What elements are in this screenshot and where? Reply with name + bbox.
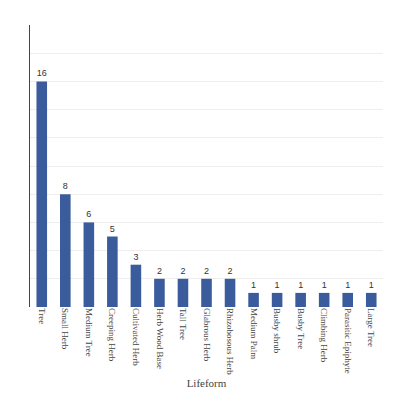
svg-text:2: 2 <box>228 266 233 276</box>
svg-text:2: 2 <box>180 266 185 276</box>
svg-text:1: 1 <box>369 280 374 290</box>
svg-text:Large Tree: Large Tree <box>366 308 376 347</box>
svg-text:16: 16 <box>37 68 47 78</box>
svg-text:1: 1 <box>298 280 303 290</box>
svg-text:Rhizobosous Herb: Rhizobosous Herb <box>225 308 235 375</box>
svg-text:1: 1 <box>251 280 256 290</box>
svg-text:1: 1 <box>322 280 327 290</box>
svg-text:Parasitic Epiphyte: Parasitic Epiphyte <box>343 308 353 374</box>
svg-text:Busby Tree: Busby Tree <box>296 308 306 349</box>
svg-text:Medium Tree: Medium Tree <box>84 308 94 357</box>
svg-text:8: 8 <box>63 181 68 191</box>
svg-text:Lifeform: Lifeform <box>187 377 227 389</box>
svg-text:Tall Tree: Tall Tree <box>178 308 188 340</box>
svg-text:3: 3 <box>133 252 138 262</box>
svg-text:5: 5 <box>110 224 115 234</box>
svg-text:2: 2 <box>157 266 162 276</box>
svg-text:Creeping Herb: Creeping Herb <box>107 308 117 362</box>
svg-text:Climbing Herb: Climbing Herb <box>319 308 329 363</box>
svg-text:Tree: Tree <box>37 308 47 324</box>
svg-text:Busby shrub: Busby shrub <box>272 308 282 354</box>
svg-text:Herb Wood Base: Herb Wood Base <box>155 308 165 369</box>
svg-text:Glabrous Herb: Glabrous Herb <box>202 308 212 362</box>
svg-text:Cultivated Herb: Cultivated Herb <box>131 308 141 366</box>
svg-text:6: 6 <box>86 209 91 219</box>
svg-text:2: 2 <box>204 266 209 276</box>
svg-text:1: 1 <box>275 280 280 290</box>
svg-text:1: 1 <box>345 280 350 290</box>
svg-text:Medium Palm: Medium Palm <box>249 308 259 359</box>
svg-text:Small Herb: Small Herb <box>60 308 70 350</box>
